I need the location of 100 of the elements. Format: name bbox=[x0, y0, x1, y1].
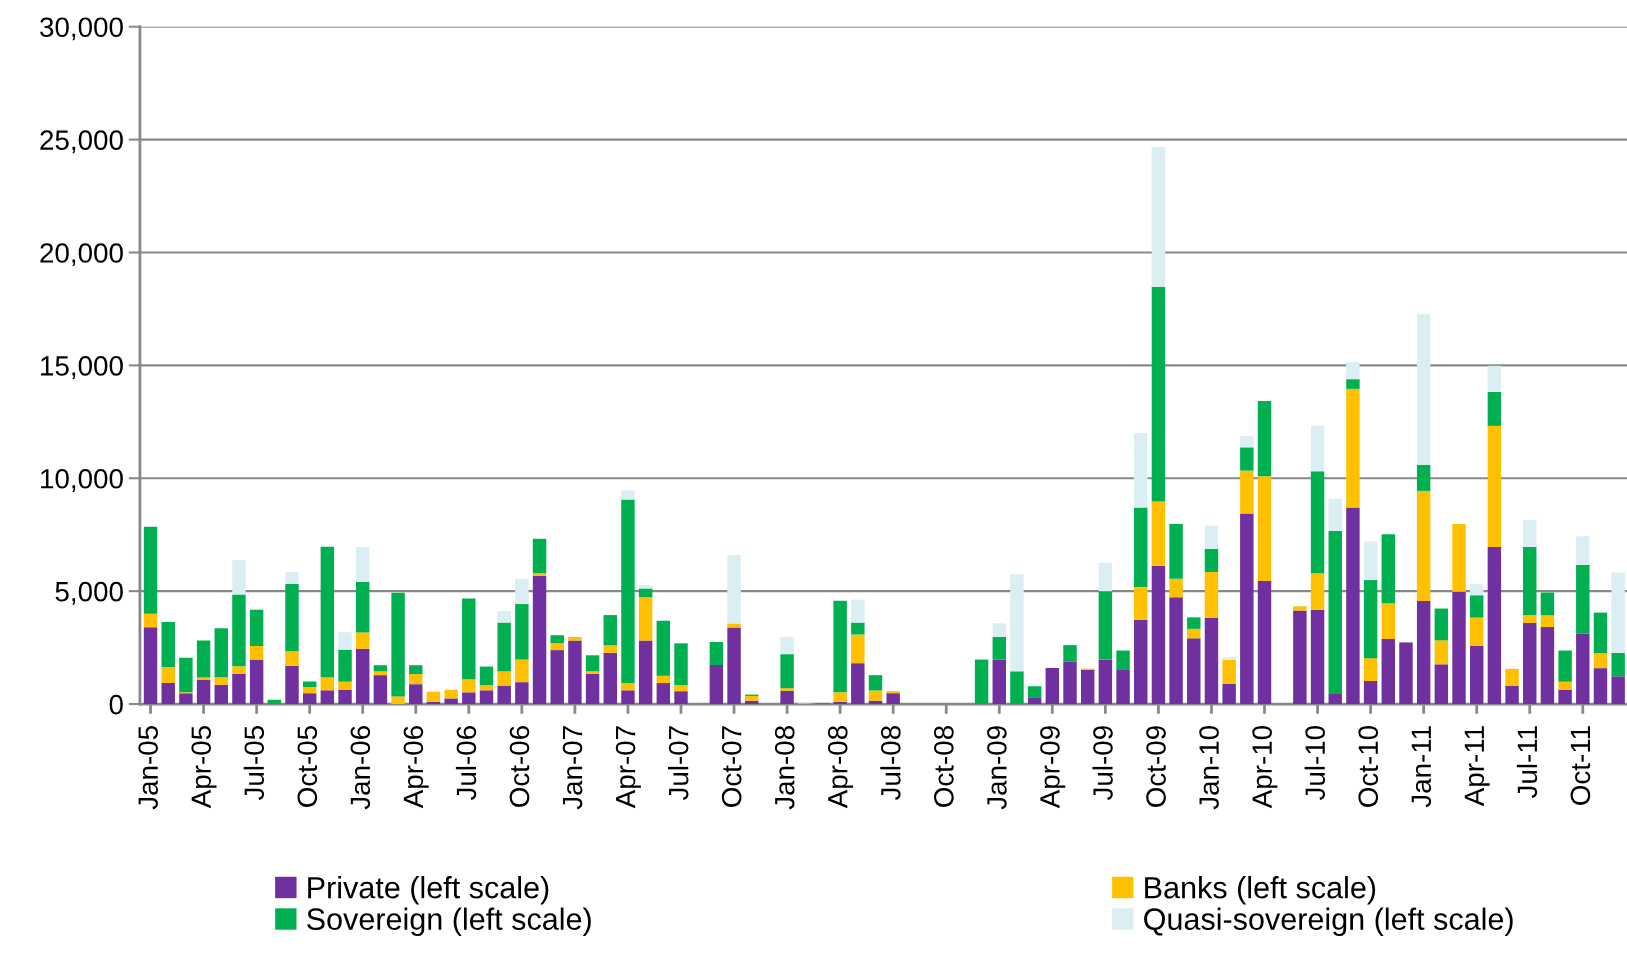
x-tick-label: Oct-11 bbox=[1570, 726, 1591, 805]
bar bbox=[1240, 513, 1254, 705]
bar bbox=[833, 600, 847, 693]
bar bbox=[1381, 603, 1396, 640]
bar bbox=[550, 635, 564, 644]
bar bbox=[249, 609, 264, 647]
bar bbox=[409, 684, 423, 705]
bar bbox=[267, 699, 282, 705]
bar bbox=[1363, 681, 1378, 705]
bar bbox=[1487, 425, 1502, 547]
x-tick-label: Oct-06 bbox=[509, 726, 530, 807]
bar bbox=[1558, 650, 1572, 682]
bar bbox=[338, 689, 352, 705]
bar bbox=[1611, 653, 1625, 677]
bar bbox=[1010, 671, 1024, 705]
bar bbox=[497, 671, 511, 686]
bar bbox=[1151, 286, 1166, 502]
bar bbox=[851, 599, 865, 623]
bar bbox=[603, 652, 617, 705]
bar bbox=[373, 671, 388, 676]
bar bbox=[1257, 581, 1272, 705]
bar bbox=[1523, 546, 1537, 616]
bar bbox=[285, 665, 299, 705]
bar bbox=[196, 640, 211, 678]
bar bbox=[444, 689, 458, 699]
bar bbox=[1222, 656, 1236, 660]
bar bbox=[1523, 519, 1537, 547]
bar bbox=[674, 643, 688, 686]
bar bbox=[391, 696, 405, 705]
bar bbox=[674, 691, 688, 705]
x-tick-label: Oct-05 bbox=[297, 726, 318, 807]
bar bbox=[497, 622, 511, 672]
bar bbox=[1063, 661, 1077, 705]
bar bbox=[143, 613, 158, 628]
x-tick-label: Jul-10 bbox=[1304, 725, 1326, 801]
bar bbox=[621, 499, 635, 684]
y-tick-label: 0 bbox=[109, 694, 123, 715]
x-tick-label: Jan-08 bbox=[774, 726, 795, 810]
x-tick-label: Jul-11 bbox=[1516, 726, 1538, 799]
bar bbox=[143, 526, 158, 614]
bar bbox=[462, 692, 476, 705]
bar bbox=[550, 643, 564, 651]
y-tick-label: 15,000 bbox=[41, 356, 123, 379]
legend-label: Private (left scale) bbox=[308, 876, 549, 905]
bar bbox=[1310, 573, 1325, 610]
bar bbox=[1310, 425, 1325, 472]
bar bbox=[320, 690, 335, 705]
bar bbox=[179, 657, 193, 693]
bar bbox=[992, 637, 1006, 660]
bar bbox=[1611, 572, 1625, 654]
bar bbox=[1240, 447, 1254, 471]
bar bbox=[356, 648, 370, 705]
x-tick-label: Apr-06 bbox=[403, 726, 429, 809]
x-tick-label: Jul-05 bbox=[243, 726, 265, 801]
x-tick-label: Oct-08 bbox=[934, 726, 954, 807]
bar bbox=[391, 592, 405, 697]
bar bbox=[1452, 591, 1466, 705]
x-tick-label: Jan-09 bbox=[987, 726, 1007, 810]
bar bbox=[356, 546, 370, 582]
x-tick-label: Apr-10 bbox=[1252, 725, 1278, 809]
bar bbox=[851, 663, 865, 705]
bar bbox=[1151, 147, 1166, 287]
bar bbox=[992, 623, 1006, 637]
bar bbox=[568, 637, 582, 641]
x-tick-label: Apr-09 bbox=[1040, 726, 1066, 809]
bar bbox=[638, 640, 653, 705]
x-tick-label: Jul-08 bbox=[880, 726, 901, 801]
bar bbox=[1434, 608, 1449, 641]
bar bbox=[656, 683, 671, 705]
bar bbox=[1098, 562, 1113, 592]
bar bbox=[1363, 658, 1378, 682]
bar bbox=[1116, 669, 1130, 705]
bar bbox=[1204, 525, 1219, 549]
bar bbox=[1027, 697, 1042, 705]
bar bbox=[1257, 401, 1272, 477]
bar bbox=[179, 693, 193, 705]
bar bbox=[833, 692, 847, 702]
bar bbox=[1169, 597, 1183, 705]
bar bbox=[868, 690, 883, 701]
bar bbox=[1576, 536, 1590, 565]
bar bbox=[1328, 530, 1342, 694]
bar bbox=[1293, 606, 1307, 611]
bar bbox=[1487, 365, 1502, 393]
bar bbox=[1434, 664, 1449, 705]
bar bbox=[462, 598, 476, 680]
bar bbox=[1328, 693, 1342, 705]
bar bbox=[1469, 595, 1484, 618]
x-tick-label: Jul-09 bbox=[1092, 726, 1113, 801]
x-tick-label: Apr-05 bbox=[191, 726, 217, 809]
bar bbox=[1293, 610, 1307, 705]
legend-label: Sovereign (left scale) bbox=[307, 907, 591, 937]
bar bbox=[1151, 565, 1166, 705]
bar bbox=[727, 555, 741, 624]
bar bbox=[1080, 669, 1095, 705]
bar bbox=[568, 640, 582, 705]
bar bbox=[1416, 490, 1431, 602]
bar bbox=[515, 578, 529, 605]
bar bbox=[1363, 541, 1378, 581]
bar bbox=[868, 675, 883, 691]
bar bbox=[1346, 362, 1360, 380]
